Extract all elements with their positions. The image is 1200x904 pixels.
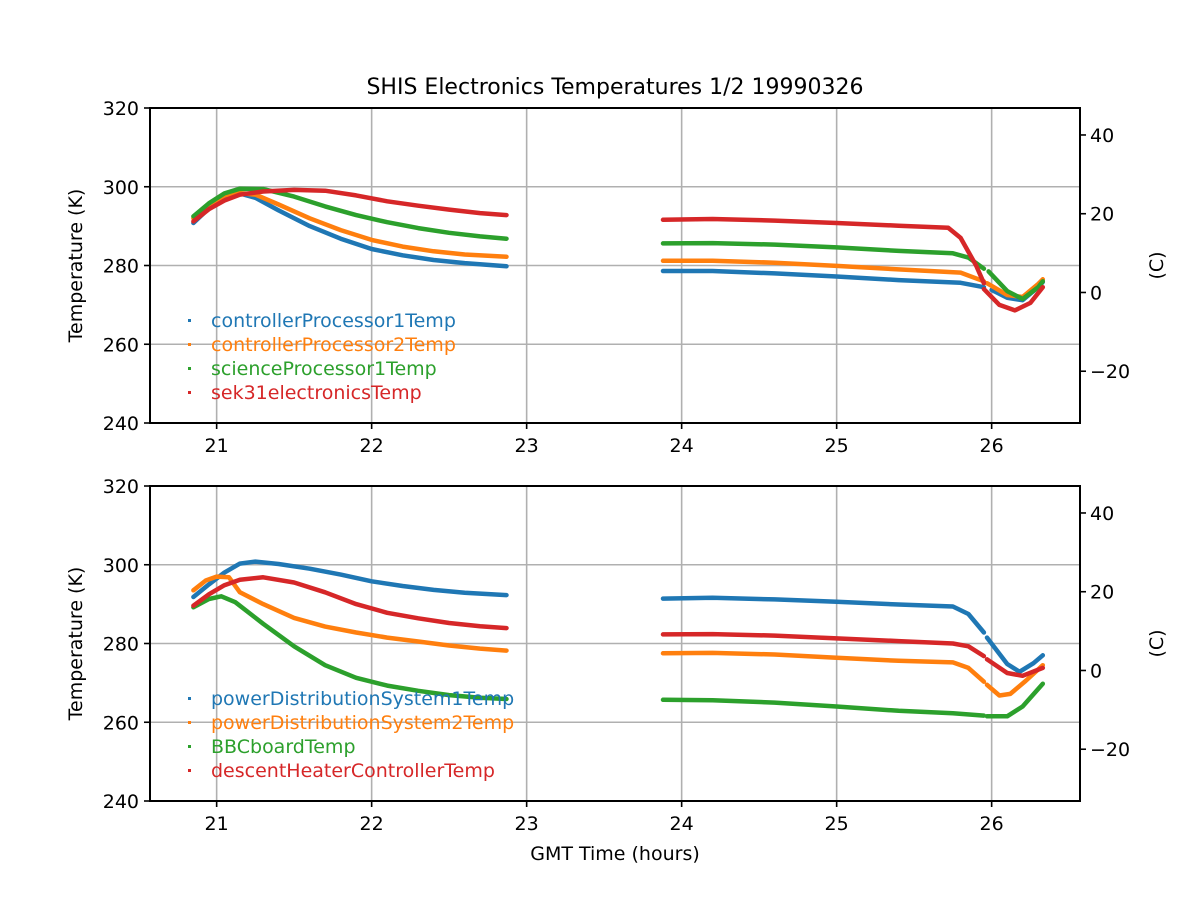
- y-right-tick-label: 40: [1090, 503, 1114, 525]
- x-tick-label: 21: [205, 813, 229, 835]
- x-tick-label: 25: [825, 435, 849, 457]
- series-segment: [191, 594, 509, 702]
- legend-entry: powerDistributionSystem2Temp: [211, 712, 514, 734]
- series-segment: [984, 681, 1046, 719]
- series-segment: [660, 631, 987, 659]
- x-axis-label: GMT Time (hours): [530, 843, 700, 865]
- x-tick-label: 23: [515, 435, 539, 457]
- panel-top: 21 22 23 24 25 26 240 260 280 300 320 −20 0 20 40 Tempe…: [65, 98, 1168, 457]
- panel-bottom: 21 22 23 24 25 26 240 260 280 300 320 −20 0 20 40 Tempe…: [65, 476, 1168, 835]
- series-segment: [660, 216, 987, 286]
- y-right-tick-label: 0: [1090, 282, 1102, 304]
- legend-marker: [188, 769, 191, 772]
- x-tick-label: 22: [360, 813, 384, 835]
- legend-entry: sek31electronicsTemp: [211, 382, 422, 404]
- series-segment: [660, 240, 987, 271]
- y-right-tick-label: 40: [1090, 125, 1114, 147]
- series-scienceProcessor1Temp: [191, 186, 1046, 302]
- series-segment: [660, 595, 987, 635]
- y-right-axis-label: (C): [1146, 251, 1168, 279]
- series-segment: [660, 697, 987, 718]
- series-segment: [191, 186, 509, 241]
- y-right-tick-label: 20: [1090, 204, 1114, 226]
- series-segment: [984, 662, 1046, 698]
- series-sek31electronicsTemp: [191, 187, 1046, 313]
- x-tick-label: 21: [205, 435, 229, 457]
- y-tick-label: 260: [103, 334, 139, 356]
- y-right-axis-label: (C): [1146, 629, 1168, 657]
- series-powerDistributionSystem1Temp: [191, 559, 1046, 675]
- series-segment: [191, 574, 509, 653]
- series-segment: [984, 657, 1046, 679]
- y-tick-label: 280: [103, 634, 139, 656]
- y-right-tick-label: 20: [1090, 582, 1114, 604]
- series-segment: [660, 258, 987, 284]
- series-descentHeaterControllerTemp: [191, 575, 1046, 679]
- y-right-tick-label: −20: [1090, 739, 1130, 761]
- legend-entry: scienceProcessor1Temp: [211, 358, 437, 380]
- series-segment: [191, 187, 509, 224]
- y-tick-label: 320: [103, 476, 139, 498]
- legend-entry: descentHeaterControllerTemp: [211, 760, 495, 782]
- series-segment: [191, 575, 509, 631]
- y-tick-label: 300: [103, 177, 139, 199]
- legend-entry: controllerProcessor2Temp: [211, 334, 456, 356]
- y-right-tick-label: −20: [1090, 361, 1130, 383]
- legend-entry: BBCboardTemp: [211, 736, 356, 758]
- y-right-tick-label: 0: [1090, 660, 1102, 682]
- series-segment: [984, 635, 1046, 675]
- x-tick-label: 24: [670, 435, 694, 457]
- series-segment: [660, 650, 987, 684]
- series-segment: [981, 284, 1046, 313]
- chart-title: SHIS Electronics Temperatures 1/2 199903…: [366, 75, 863, 100]
- y-tick-label: 320: [103, 98, 139, 120]
- series-segment: [191, 559, 509, 600]
- legend: powerDistributionSystem1TemppowerDistrib…: [188, 688, 514, 782]
- series-segment: [660, 268, 987, 290]
- legend-marker: [188, 721, 191, 724]
- y-axis-label: Temperature (K): [65, 567, 87, 722]
- series-segment: [986, 269, 1046, 302]
- series-powerDistributionSystem2Temp: [191, 574, 1046, 698]
- y-tick-label: 240: [103, 413, 139, 435]
- legend-marker: [188, 343, 191, 346]
- legend-marker: [188, 745, 191, 748]
- x-tick-label: 25: [825, 813, 849, 835]
- y-axis-label: Temperature (K): [65, 189, 87, 344]
- legend-marker: [188, 319, 191, 322]
- legend-marker: [188, 697, 191, 700]
- legend-marker: [188, 367, 191, 370]
- x-tick-label: 26: [980, 435, 1004, 457]
- legend-entry: controllerProcessor1Temp: [211, 310, 456, 332]
- x-tick-label: 22: [360, 435, 384, 457]
- y-tick-label: 260: [103, 712, 139, 734]
- legend: controllerProcessor1TempcontrollerProces…: [188, 310, 456, 404]
- series-BBCboardTemp: [191, 594, 1046, 719]
- legend-entry: powerDistributionSystem1Temp: [211, 688, 514, 710]
- x-tick-label: 23: [515, 813, 539, 835]
- legend-marker: [188, 391, 191, 394]
- x-tick-label: 26: [980, 813, 1004, 835]
- x-tick-label: 24: [670, 813, 694, 835]
- y-tick-label: 240: [103, 791, 139, 813]
- y-tick-label: 280: [103, 256, 139, 278]
- y-tick-label: 300: [103, 555, 139, 577]
